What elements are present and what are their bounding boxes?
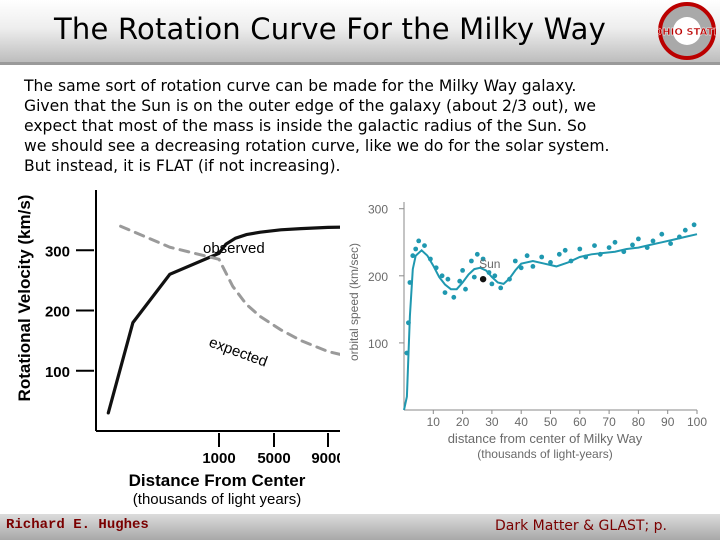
data-point: [410, 253, 416, 259]
ohio-state-logo: OHIO STATE: [658, 2, 716, 60]
x-axis-title: distance from center of Milky Way: [448, 431, 643, 446]
y-axis-title: orbital speed (km/sec): [347, 243, 361, 361]
title-bar: [0, 0, 720, 62]
data-point: [428, 256, 433, 262]
data-point: [592, 243, 597, 248]
data-point: [404, 350, 410, 356]
x-tick-label: 80: [632, 415, 646, 429]
data-point: [524, 253, 530, 259]
data-point: [439, 273, 445, 279]
data-point: [457, 278, 463, 284]
data-point: [630, 242, 635, 248]
x-tick-label: 30: [485, 415, 499, 429]
data-point: [650, 238, 656, 244]
x-axis-subtitle: (thousands of light-years): [477, 447, 612, 461]
data-point: [530, 264, 536, 269]
slide-title: The Rotation Curve For the Milky Way: [54, 12, 606, 46]
series-expected-line: [119, 224, 366, 362]
data-point: [512, 258, 518, 264]
data-point: [583, 254, 589, 260]
data-point: [433, 265, 439, 271]
data-point: [659, 231, 665, 237]
sun-marker: [479, 275, 487, 283]
data-point: [498, 285, 504, 291]
x-tick-label: 60: [573, 415, 587, 429]
data-point: [463, 286, 468, 292]
data-point: [407, 280, 413, 285]
data-point: [677, 234, 682, 240]
data-point: [621, 249, 627, 255]
x-tick-label: 40: [515, 415, 529, 429]
data-point: [480, 256, 486, 262]
data-point: [416, 238, 422, 244]
slide-subtitle-page: Dark Matter & GLAST; p.: [495, 518, 667, 534]
data-point: [556, 251, 562, 257]
data-point: [612, 239, 618, 245]
data-point: [597, 251, 603, 257]
data-point: [691, 222, 697, 228]
x-tick-label: 100: [687, 415, 707, 429]
data-point: [489, 281, 495, 287]
milky-way-speed-chart: 100 200 300 10 20 30 40 50 60 70 80 90 100 distance f…: [340, 190, 715, 465]
x-tick-label: 9000: [311, 450, 344, 467]
data-point: [406, 320, 411, 326]
data-point: [469, 258, 474, 264]
data-point: [486, 270, 492, 275]
x-tick-label: 50: [544, 415, 558, 429]
data-point: [548, 260, 553, 265]
data-point: [451, 294, 457, 300]
data-point: [682, 227, 688, 233]
data-point: [474, 251, 480, 257]
y-tick-label: 100: [45, 364, 70, 381]
data-point: [577, 246, 583, 252]
data-point: [568, 258, 574, 264]
data-point: [644, 245, 650, 250]
footer-bar: [0, 514, 720, 540]
x-axis-subtitle: (thousands of light years): [133, 491, 301, 508]
series-observed-label: observed: [203, 240, 265, 257]
sun-annotation: Sun: [479, 257, 500, 271]
x-axis-title: Distance From Center: [129, 471, 306, 490]
data-point: [445, 276, 451, 282]
data-point: [460, 268, 465, 273]
data-point: [518, 265, 524, 271]
y-tick-label: 300: [368, 203, 388, 217]
data-point: [422, 243, 427, 248]
x-tick-label: 20: [456, 415, 470, 429]
x-tick-label: 10: [427, 415, 441, 429]
data-point: [606, 245, 612, 250]
data-point: [668, 241, 673, 246]
y-tick-label: 100: [368, 337, 388, 351]
y-tick-label: 200: [368, 270, 388, 284]
author-name: Richard E. Hughes: [6, 517, 149, 533]
data-point: [413, 246, 419, 252]
y-tick-label: 300: [45, 243, 70, 260]
y-axis-title: Rotational Velocity (km/s): [15, 195, 34, 402]
x-tick-label: 90: [661, 415, 675, 429]
x-tick-label: 5000: [257, 450, 290, 467]
title-divider: [0, 62, 720, 65]
x-tick-label: 1000: [202, 450, 235, 467]
data-point: [442, 290, 448, 295]
slide-paragraph: The same sort of rotation curve can be m…: [24, 77, 610, 175]
data-point: [539, 254, 545, 260]
y-tick-label: 200: [45, 304, 70, 321]
data-point: [507, 276, 512, 282]
data-point: [471, 274, 477, 280]
data-point: [562, 247, 568, 253]
x-tick-label: 70: [602, 415, 616, 429]
data-point: [636, 236, 641, 242]
ohio-state-logo-text: OHIO STATE: [658, 27, 716, 38]
data-point: [492, 273, 498, 279]
fitted-rotation-curve: [403, 233, 698, 411]
